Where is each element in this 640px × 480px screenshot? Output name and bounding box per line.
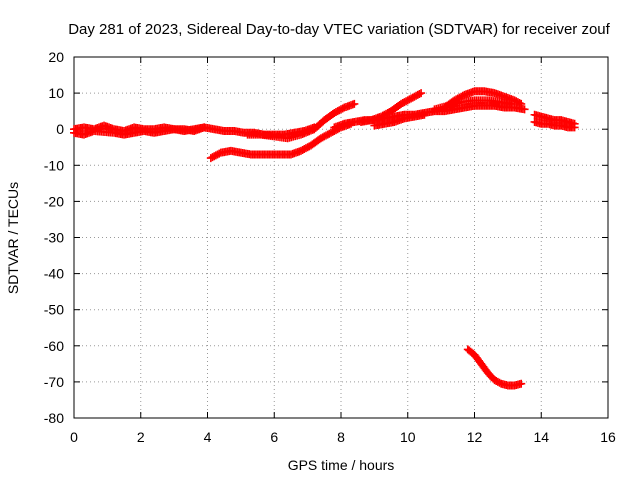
y-tick-label: -10 [44, 157, 64, 173]
x-tick-label: 2 [137, 429, 145, 445]
x-tick-label: 12 [467, 429, 483, 445]
series-track-d [243, 99, 359, 143]
y-tick-label: -20 [44, 193, 64, 209]
data-point [570, 123, 579, 132]
y-tick-label: -70 [44, 374, 64, 390]
data-point [417, 89, 426, 98]
y-tick-label: -30 [44, 230, 64, 246]
x-tick-label: 10 [400, 429, 416, 445]
data-point [517, 99, 526, 108]
y-tick-label: -50 [44, 302, 64, 318]
y-tick-label: 20 [48, 49, 64, 65]
x-tick-label: 4 [204, 429, 212, 445]
data-point [200, 123, 209, 132]
y-tick-label: 10 [48, 85, 64, 101]
data-point [515, 99, 524, 108]
y-tick-label: -80 [44, 410, 64, 426]
data-layer [70, 87, 579, 390]
x-tick-label: 14 [533, 429, 549, 445]
x-axis-label: GPS time / hours [288, 457, 395, 473]
y-tick-label: -60 [44, 338, 64, 354]
x-tick-label: 8 [337, 429, 345, 445]
series-track-c [206, 119, 356, 163]
data-point [507, 99, 516, 108]
data-point [517, 379, 526, 388]
series-track-b [70, 123, 209, 139]
series-track-i [430, 96, 516, 114]
series-track-f [357, 89, 426, 126]
ticks-layer: 0 2 4 6 8 10 12 14 16 -80 -70 -60 -50 -40 -30 -20 -10 0 10… [44, 49, 616, 445]
series-track-l [463, 345, 526, 390]
data-point [415, 90, 424, 99]
x-tick-label: 0 [70, 429, 78, 445]
data-point [520, 105, 529, 114]
y-axis-label: SDTVAR / TECUs [5, 182, 21, 294]
x-tick-label: 6 [270, 429, 278, 445]
data-point [350, 99, 359, 108]
y-tick-label: 0 [56, 121, 64, 137]
series-track-k [530, 117, 579, 132]
x-tick-label: 16 [600, 429, 616, 445]
series-track-g [370, 110, 429, 130]
data-point [420, 110, 429, 119]
chart-title: Day 281 of 2023, Sidereal Day-to-day VTE… [68, 21, 610, 38]
y-tick-label: -40 [44, 266, 64, 282]
grid-layer [74, 57, 608, 418]
